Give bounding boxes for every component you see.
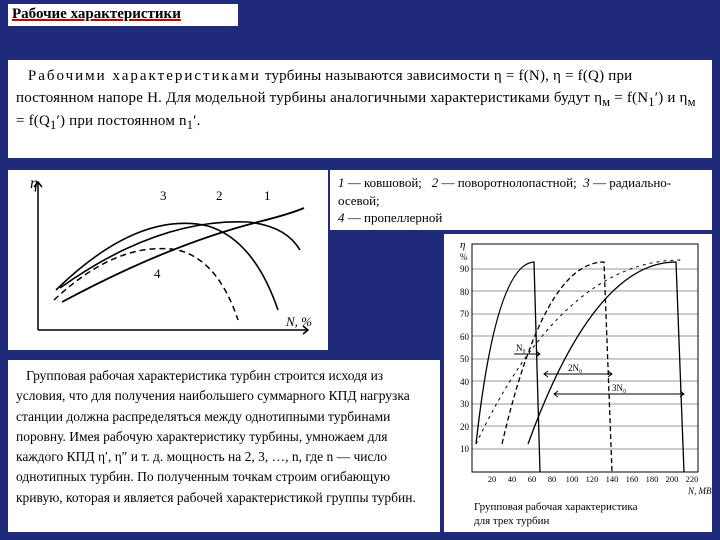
svg-text:140: 140 <box>606 474 619 484</box>
svg-text:80: 80 <box>460 287 470 297</box>
chart1-legend: 1 — ковшовой; 2 — поворотнолопастной; 3 … <box>330 170 712 230</box>
svg-text:3N₀: 3N₀ <box>612 383 626 393</box>
chart2-ylabel: η <box>460 239 465 251</box>
page-title: Рабочие характеристики <box>8 4 238 26</box>
svg-text:90: 90 <box>460 264 470 274</box>
chart1-label-2: 2 <box>216 188 223 203</box>
svg-text:180: 180 <box>646 474 659 484</box>
svg-text:60: 60 <box>460 332 470 342</box>
chart1-ylabel: η <box>30 175 38 192</box>
svg-text:30: 30 <box>460 399 470 409</box>
chart2-xlabel: N, МВт <box>687 486 712 496</box>
svg-text:40: 40 <box>460 377 470 387</box>
svg-text:220: 220 <box>686 474 699 484</box>
chart2-caption-line2: для трех турбин <box>474 515 549 527</box>
svg-text:80: 80 <box>548 474 557 484</box>
chart1-xlabel: N, % <box>285 314 312 329</box>
chart1-label-3: 3 <box>160 188 167 203</box>
chart1-label-1: 1 <box>264 188 271 203</box>
chart2-caption-line1: Групповая рабочая характеристика <box>474 501 638 513</box>
svg-text:50: 50 <box>460 354 470 364</box>
chart-group-eta: 10 20 30 40 50 60 70 80 90 η % 20 40 60 … <box>444 234 712 532</box>
svg-text:160: 160 <box>626 474 639 484</box>
paragraph-text: Групповая рабочая характеристика турбин … <box>16 368 416 505</box>
chart1-svg: η N, % 4 3 2 1 <box>8 170 328 350</box>
chart1-label-4: 4 <box>154 266 161 281</box>
group-characteristic-paragraph: Групповая рабочая характеристика турбин … <box>8 360 440 532</box>
svg-text:20: 20 <box>460 422 470 432</box>
svg-text:20: 20 <box>488 474 497 484</box>
chart2-yunit: % <box>460 252 468 262</box>
definition-block: Рабочими характеристиками турбины называ… <box>8 60 712 158</box>
svg-text:2N₀: 2N₀ <box>568 363 582 373</box>
svg-text:40: 40 <box>508 474 517 484</box>
svg-text:N₀: N₀ <box>516 343 526 353</box>
chart-eta-vs-n: η N, % 4 3 2 1 <box>8 170 328 350</box>
lead-spaced: Рабочими характеристиками <box>28 68 261 84</box>
svg-text:200: 200 <box>666 474 679 484</box>
svg-text:120: 120 <box>586 474 599 484</box>
svg-text:100: 100 <box>566 474 579 484</box>
svg-text:60: 60 <box>528 474 537 484</box>
title-text: Рабочие характеристики <box>12 6 181 22</box>
chart2-svg: 10 20 30 40 50 60 70 80 90 η % 20 40 60 … <box>444 234 712 532</box>
svg-text:10: 10 <box>460 444 470 454</box>
svg-text:70: 70 <box>460 309 470 319</box>
